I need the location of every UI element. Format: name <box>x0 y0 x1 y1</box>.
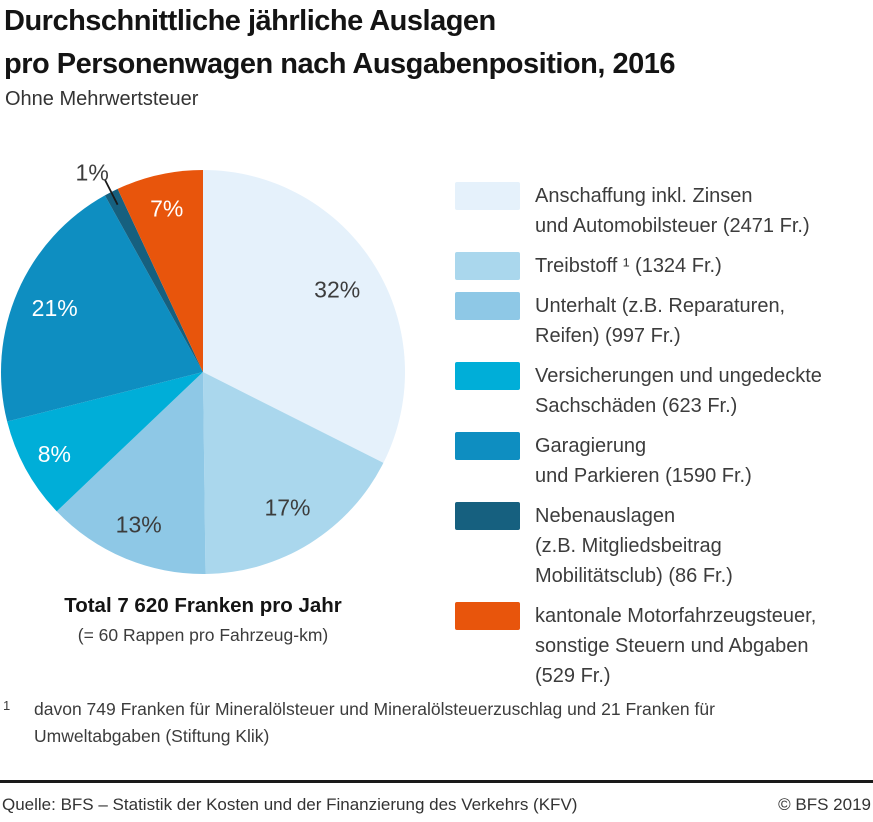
pie-percent-label: 8% <box>38 441 71 467</box>
pie-slice-1 <box>203 170 406 463</box>
legend-label-line: Mobilitätsclub) (86 Fr.) <box>535 565 733 587</box>
legend-swatch <box>455 362 520 390</box>
legend-label: kantonale Motorfahrzeugsteuer, sonstige S… <box>535 601 816 691</box>
legend-label: Garagierung und Parkieren (1590 Fr.) <box>535 431 752 491</box>
source-text: Quelle: BFS – Statistik der Kosten und d… <box>2 795 578 814</box>
footer: Quelle: BFS – Statistik der Kosten und d… <box>2 794 871 816</box>
legend-label-line: Versicherungen und ungedeckte <box>535 365 822 387</box>
total-per-km: (= 60 Rappen pro Fahrzeug-km) <box>77 625 329 645</box>
legend-swatch <box>455 502 520 530</box>
legend-label: Treibstoff ¹ (1324 Fr.) <box>535 251 722 281</box>
pie-percent-label: 32% <box>314 276 360 302</box>
legend-label-line: (z.B. Mitgliedsbeitrag <box>535 535 722 557</box>
legend-label-line: Garagierung <box>535 435 647 457</box>
legend-item: Unterhalt (z.B. Reparaturen, Reifen) (997… <box>455 291 873 351</box>
legend-label: Unterhalt (z.B. Reparaturen, Reifen) (997… <box>535 291 785 351</box>
legend-swatch <box>455 602 520 630</box>
footnote: 1 davon 749 Franken für Mineralölsteuer … <box>3 696 814 749</box>
legend-label: Nebenauslagen (z.B. Mitgliedsbeitrag Mobil… <box>535 501 733 591</box>
legend-swatch <box>455 292 520 320</box>
legend-item: Versicherungen und ungedeckte Sachschäden… <box>455 361 873 421</box>
title-line-2: pro Personenwagen nach Ausgabenposition,… <box>4 48 675 80</box>
pie-percent-label: 17% <box>264 494 310 520</box>
legend-label-line: Reifen) (997 Fr.) <box>535 325 681 347</box>
legend-label-line: und Parkieren (1590 Fr.) <box>535 465 752 487</box>
legend-swatch <box>455 432 520 460</box>
pie-slice-6 <box>104 188 203 372</box>
legend-label-line: Anschaffung inkl. Zinsen <box>535 185 753 207</box>
legend: Anschaffung inkl. Zinsen und Automobilste… <box>455 181 873 701</box>
legend-item: Anschaffung inkl. Zinsen und Automobilste… <box>455 181 873 241</box>
pie-percent-label: 7% <box>150 195 183 221</box>
legend-label: Anschaffung inkl. Zinsen und Automobilste… <box>535 181 810 241</box>
page-title: Durchschnittliche jährliche Auslagen pro… <box>4 0 675 86</box>
total-label-block: Total 7 620 Franken pro Jahr (= 60 Rappe… <box>0 594 406 646</box>
pie-percent-label: 1% <box>76 160 109 186</box>
pie-slice-2 <box>203 372 384 574</box>
legend-label-line: (529 Fr.) <box>535 665 611 687</box>
pie-slice-7 <box>117 170 203 372</box>
legend-label-line: Treibstoff ¹ (1324 Fr.) <box>535 255 722 277</box>
legend-item: Nebenauslagen (z.B. Mitgliedsbeitrag Mobil… <box>455 501 873 591</box>
legend-label-line: und Automobilsteuer (2471 Fr.) <box>535 215 810 237</box>
legend-swatch <box>455 182 520 210</box>
legend-label-line: Nebenauslagen <box>535 505 676 527</box>
legend-label-line: sonstige Steuern und Abgaben <box>535 635 809 657</box>
pie-slice-4 <box>7 372 204 512</box>
legend-label: Versicherungen und ungedeckte Sachschäden… <box>535 361 822 421</box>
footnote-text: davon 749 Franken für Mineralölsteuer un… <box>34 699 715 746</box>
legend-label-line: Unterhalt (z.B. Reparaturen, <box>535 295 786 317</box>
copyright-text: © BFS 2019 <box>778 795 871 814</box>
legend-item: Garagierung und Parkieren (1590 Fr.) <box>455 431 873 491</box>
pie-chart: 32% 17% 13% 8% 21% 1% 7% <box>1 160 406 574</box>
pie-slice-5 <box>1 195 203 422</box>
legend-label-line: Sachschäden (623 Fr.) <box>535 395 738 417</box>
legend-label-line: kantonale Motorfahrzeugsteuer, <box>535 605 817 627</box>
footer-divider <box>0 780 873 783</box>
header: Durchschnittliche jährliche Auslagen pro… <box>4 0 675 86</box>
total-amount: Total 7 620 Franken pro Jahr <box>64 594 342 617</box>
page-subtitle: Ohne Mehrwertsteuer <box>5 88 199 110</box>
pie-percent-label: 21% <box>32 295 78 321</box>
title-line-1: Durchschnittliche jährliche Auslagen <box>4 5 496 37</box>
legend-swatch <box>455 252 520 280</box>
legend-item: Treibstoff ¹ (1324 Fr.) <box>455 251 873 281</box>
pie-slice-3 <box>56 372 206 574</box>
legend-item: kantonale Motorfahrzeugsteuer, sonstige S… <box>455 601 873 691</box>
pie-percent-label: 13% <box>116 512 162 538</box>
footnote-marker: 1 <box>3 698 11 713</box>
leader-line <box>103 179 119 206</box>
